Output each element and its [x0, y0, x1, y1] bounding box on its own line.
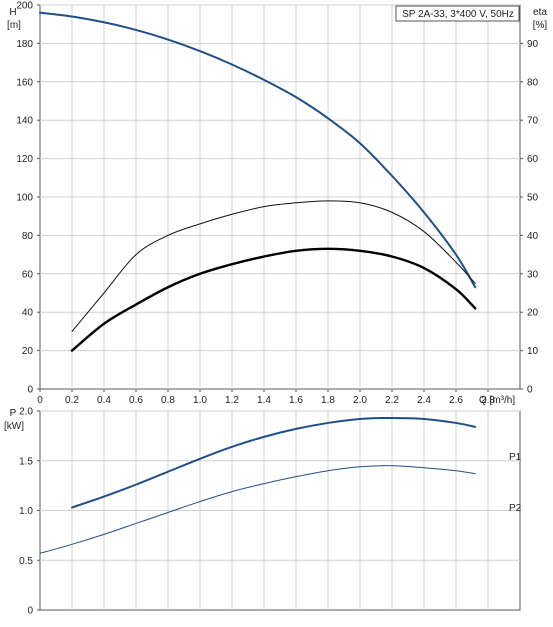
head-axis-unit: [m] — [7, 20, 21, 31]
x-tick-label: 1.4 — [257, 395, 271, 406]
head-axis-title: H — [9, 7, 16, 18]
power-axis-title: P — [10, 408, 17, 419]
series-label-p2: P2 — [509, 503, 522, 514]
flow-axis-title: Q [m³/h] — [479, 395, 515, 406]
pump-title: SP 2A-33, 3*400 V, 50Hz — [402, 9, 514, 20]
head-efficiency-panel: 0 0.2 0.4 0.6 0.8 1.0 1.2 1.4 1.6 1.8 2.0 2.2 2.4 2.6… — [7, 1, 547, 407]
eta-tick-label: 50 — [527, 193, 539, 204]
y-tick-label: 0 — [27, 385, 33, 396]
eta-tick-label: 70 — [527, 116, 539, 127]
y-tick-label: 180 — [16, 39, 33, 50]
x-tick-label: 0 — [37, 395, 43, 406]
x-tick-label: 0.2 — [65, 395, 79, 406]
x-tick-label: 0.6 — [129, 395, 143, 406]
x-tick-label: 1.2 — [225, 395, 239, 406]
x-tick-label: 1.0 — [193, 395, 207, 406]
power-y-tick-label: 1.5 — [19, 456, 33, 467]
x-tick-label: 2.2 — [385, 395, 399, 406]
eta-upper-curve — [71, 200, 476, 332]
eta-tick-label: 80 — [527, 77, 539, 88]
head-curves — [39, 11, 477, 352]
y-tick-label: 160 — [16, 77, 33, 88]
power-curve-p1 — [71, 416, 477, 509]
eta-tick-label: 90 — [527, 39, 539, 50]
y-tick-label: 40 — [22, 308, 34, 319]
series-label-p1: P1 — [509, 452, 522, 463]
eta-axis-title: eta — [533, 7, 547, 18]
x-tick-label: 1.6 — [289, 395, 303, 406]
y-tick-label: 80 — [22, 231, 34, 242]
x-tick-label: 2.4 — [417, 395, 431, 406]
eta-tick-label: 40 — [527, 231, 539, 242]
power-y-tick-label: 1.0 — [19, 506, 33, 517]
head-curve — [39, 11, 477, 289]
power-y-tick-label: 0 — [27, 606, 33, 617]
eta-tick-label: 0 — [527, 385, 533, 396]
head-grid — [37, 4, 523, 392]
power-tick-labels: 0 0.5 1.0 1.5 2.0 — [19, 407, 33, 617]
y-tick-label: 20 — [22, 346, 34, 357]
x-tick-label: 2.6 — [449, 395, 463, 406]
eta-lower-curve — [70, 247, 477, 352]
x-tick-label: 2.0 — [353, 395, 367, 406]
power-curves — [39, 416, 477, 554]
y-tick-label: 200 — [16, 1, 33, 12]
power-panel: 0 0.5 1.0 1.5 2.0 P [kW] P1 P2 — [4, 407, 522, 617]
x-tick-label: 0.8 — [161, 395, 175, 406]
y-tick-label: 120 — [16, 154, 33, 165]
power-axis-unit: [kW] — [4, 421, 24, 432]
x-tick-label: 2.8 — [481, 395, 495, 406]
eta-tick-label: 20 — [527, 308, 539, 319]
x-tick-label: 1.8 — [321, 395, 335, 406]
eta-tick-label: 60 — [527, 154, 539, 165]
eta-tick-label: 10 — [527, 346, 539, 357]
pump-title-box — [395, 5, 520, 22]
power-y-tick-label: 2.0 — [19, 407, 33, 418]
head-tick-labels: 0 0.2 0.4 0.6 0.8 1.0 1.2 1.4 1.6 1.8 2.0 2.2 2.4 2.6… — [16, 1, 538, 407]
y-tick-label: 140 — [16, 116, 33, 127]
x-tick-label: 0.4 — [97, 395, 111, 406]
power-y-tick-label: 0.5 — [19, 556, 33, 567]
y-tick-label: 100 — [16, 193, 33, 204]
eta-axis-unit: [%] — [533, 20, 548, 31]
y-tick-label: 60 — [22, 269, 34, 280]
power-grid — [37, 410, 520, 611]
power-curve-p2 — [39, 465, 476, 554]
eta-tick-label: 30 — [527, 269, 539, 280]
